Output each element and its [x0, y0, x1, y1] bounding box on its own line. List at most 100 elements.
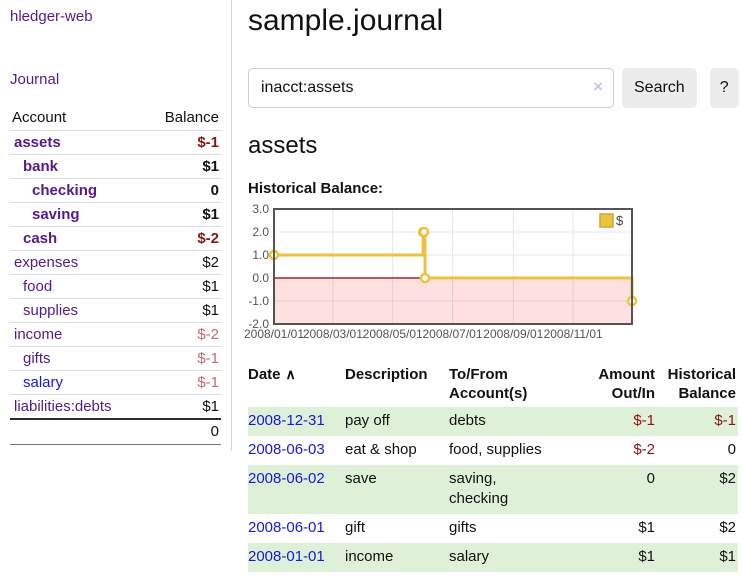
y-tick-label: 2.0: [252, 225, 269, 239]
accounts-total-value: 0: [210, 423, 219, 440]
search-form: × Search ?: [248, 68, 739, 108]
x-tick-label: 2008/03/01: [303, 327, 363, 341]
register-table: Date ∧ Description To/From Account(s) Amo…: [248, 361, 738, 572]
account-row: gifts $-1: [10, 346, 221, 371]
account-balance: $1: [202, 278, 219, 295]
transaction-accounts: gifts: [449, 519, 477, 536]
transaction-amount: $-2: [633, 441, 655, 458]
balance-col-header: Balance: [164, 109, 219, 126]
sidebar-account-link[interactable]: supplies: [23, 302, 79, 319]
account-balance: $1: [202, 158, 219, 175]
transaction-description: income: [345, 548, 394, 565]
chart-canvas: 3.0 2.0 1.0 0.0 -1.0 -2.02008/01/012008/03/01…: [244, 202, 638, 341]
transaction-accounts: salary: [449, 548, 490, 565]
transaction-date-link[interactable]: 2008-06-03: [248, 441, 325, 458]
sort-asc-icon: ∧: [285, 366, 296, 382]
account-balance: $1: [202, 398, 219, 415]
account-balance: $-1: [197, 374, 219, 391]
sidebar-item-journal[interactable]: Journal: [10, 71, 60, 88]
y-tick-label: 3.0: [252, 202, 269, 216]
x-tick-label: 2008/05/01: [363, 327, 423, 341]
sidebar-account-link[interactable]: liabilities:debts: [14, 398, 112, 415]
register-header-row: Date ∧ Description To/From Account(s) Amo…: [248, 361, 738, 407]
search-button[interactable]: Search: [622, 68, 697, 108]
sidebar-account-link[interactable]: gifts: [23, 350, 51, 367]
account-balance: $-2: [197, 326, 219, 343]
account-row: expenses $2: [10, 250, 221, 275]
x-tick-label: 2008/01/01: [244, 327, 304, 341]
transaction-balance: $-1: [714, 412, 736, 429]
account-row: cash $-2: [10, 226, 221, 251]
transaction-balance: $2: [719, 470, 736, 487]
accounts-table: Account Balance assets $-1 bank $1 checking 0…: [10, 106, 221, 445]
transaction-balance: $1: [719, 548, 736, 565]
account-row: liabilities:debts $1: [10, 394, 221, 420]
clear-search-icon[interactable]: ×: [593, 77, 603, 96]
register-col-accounts: To/From Account(s): [449, 366, 528, 402]
sidebar-account-link[interactable]: income: [14, 326, 63, 343]
historical-balance-chart: 3.0 2.0 1.0 0.0 -1.0 -2.0 2008/01/01 2008/03/01…: [242, 202, 739, 345]
transaction-accounts: food, supplies: [449, 441, 542, 458]
register-row: 2008-01-01 income salary $1 $1: [248, 543, 738, 572]
accounts-col-header: Account: [12, 109, 67, 126]
transaction-date-link[interactable]: 2008-06-01: [248, 519, 325, 536]
account-balance: $1: [202, 206, 219, 223]
legend-swatch: [599, 213, 614, 228]
plot-border: [273, 208, 633, 325]
transaction-balance: $2: [719, 519, 736, 536]
account-balance: $1: [202, 302, 219, 319]
sidebar-account-link[interactable]: cash: [23, 230, 58, 247]
y-tick-label: 1.0: [252, 248, 269, 262]
transaction-description: pay off: [345, 412, 390, 429]
sidebar-account-link[interactable]: saving: [32, 206, 80, 223]
account-heading: assets: [248, 132, 318, 159]
negative-region: [274, 278, 632, 324]
transaction-amount: $-1: [633, 412, 655, 429]
account-row: salary $-1: [10, 370, 221, 395]
legend-label: $: [616, 213, 624, 228]
transaction-date-link[interactable]: 2008-12-31: [248, 412, 325, 429]
chart-title: Historical Balance:: [248, 180, 384, 197]
sidebar-account-link[interactable]: checking: [32, 182, 98, 199]
sidebar-account-link[interactable]: food: [23, 278, 53, 295]
accounts-table-header: Account Balance: [10, 106, 221, 131]
account-balance: 0: [210, 182, 219, 199]
transaction-date-link[interactable]: 2008-06-02: [248, 470, 325, 487]
register-row: 2008-12-31 pay off debts $-1 $-1: [248, 407, 738, 436]
account-balance: $-1: [197, 350, 219, 367]
sidebar-account-link[interactable]: assets: [14, 134, 61, 151]
account-row: income $-2: [10, 322, 221, 347]
account-balance: $-1: [197, 134, 219, 151]
app-brand-link[interactable]: hledger-web: [10, 8, 93, 25]
transaction-amount: $1: [638, 548, 655, 565]
transaction-accounts: debts: [449, 412, 486, 429]
account-row: checking 0: [10, 178, 221, 203]
sidebar-account-link[interactable]: bank: [23, 158, 59, 175]
search-input[interactable]: [248, 68, 614, 108]
account-row: saving $1: [10, 202, 221, 227]
register-row: 2008-06-02 save saving, checking 0 $2: [248, 465, 738, 514]
transaction-description: save: [345, 470, 377, 487]
register-col-date[interactable]: Date ∧: [248, 366, 296, 383]
register-col-description: Description: [345, 366, 428, 383]
data-point-marker: [418, 226, 430, 238]
account-balance: $2: [202, 254, 219, 271]
help-button[interactable]: ?: [709, 68, 739, 108]
y-tick-label: -1.0: [248, 294, 269, 308]
data-point-marker: [419, 272, 431, 284]
transaction-amount: 0: [646, 470, 655, 487]
register-col-amount: Amount Out/In: [598, 366, 655, 402]
register-row: 2008-06-03 eat & shop food, supplies $-2 0: [248, 436, 738, 465]
x-tick-label: 2008/11/01: [544, 327, 603, 341]
y-tick-label: 0.0: [252, 271, 269, 285]
sidebar-account-link[interactable]: salary: [23, 374, 64, 391]
search-box: ×: [248, 68, 614, 108]
account-row: supplies $1: [10, 298, 221, 323]
transaction-amount: $1: [638, 519, 655, 536]
sidebar-account-link[interactable]: expenses: [14, 254, 79, 271]
transaction-date-link[interactable]: 2008-01-01: [248, 548, 325, 565]
y-tick-label: -2.0: [248, 317, 269, 331]
x-tick-label: 2008/07/01: [422, 327, 482, 341]
transaction-accounts: saving, checking: [449, 470, 509, 507]
